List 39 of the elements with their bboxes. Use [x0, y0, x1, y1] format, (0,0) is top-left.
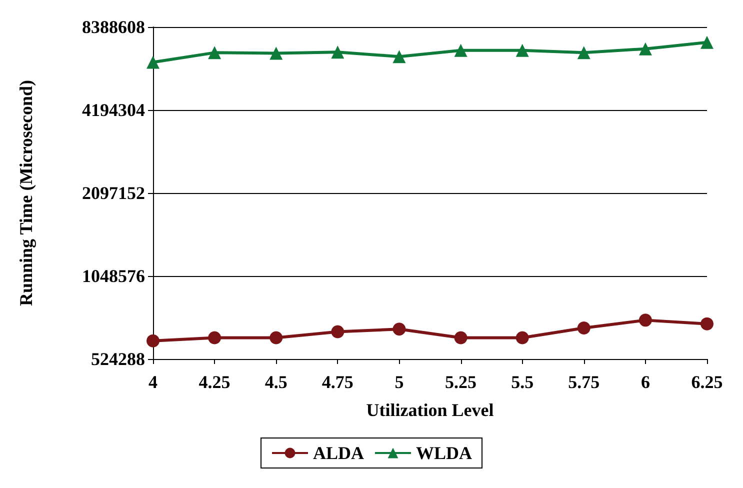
point: [392, 322, 406, 336]
x-tick-label: 4.75: [322, 372, 354, 392]
y-tick-label: 524288: [91, 349, 145, 369]
point: [331, 46, 344, 59]
point: [577, 322, 590, 335]
x-tick-label: 4.5: [264, 372, 288, 392]
point: [146, 334, 160, 348]
point: [331, 325, 344, 338]
point: [700, 36, 714, 49]
point: [454, 44, 468, 57]
x-tick-label: 6: [640, 372, 650, 392]
point: [270, 331, 283, 344]
point: [638, 314, 652, 327]
point: [516, 44, 529, 57]
y-tick-label: 2097152: [82, 183, 145, 203]
legend-label: ALDA: [312, 443, 364, 463]
point: [577, 46, 590, 60]
x-tick-label: 6.25: [691, 372, 723, 392]
x-tick-label: 5.5: [511, 372, 534, 392]
y-tick-label: 8388608: [82, 17, 145, 37]
x-tick-label: 4.25: [198, 372, 230, 392]
x-tick-label: 5: [394, 372, 404, 392]
y-axis-title: Running Time (Microsecond): [16, 80, 36, 306]
x-tick-label: 5.75: [568, 372, 600, 392]
y-tick-label: 4194304: [82, 100, 145, 120]
point: [270, 46, 283, 60]
legend-label: WLDA: [416, 443, 472, 463]
point: [638, 42, 652, 56]
y-tick-label: 1048576: [82, 266, 145, 286]
point: [146, 56, 160, 69]
point: [454, 331, 468, 344]
x-tick-label: 4: [148, 372, 158, 392]
point: [700, 317, 714, 330]
x-tick-label: 5.25: [445, 372, 477, 392]
point: [208, 331, 222, 344]
point: [516, 331, 529, 344]
point: [392, 50, 406, 64]
point: [208, 46, 222, 60]
x-axis-title: Utilization Level: [366, 400, 494, 420]
